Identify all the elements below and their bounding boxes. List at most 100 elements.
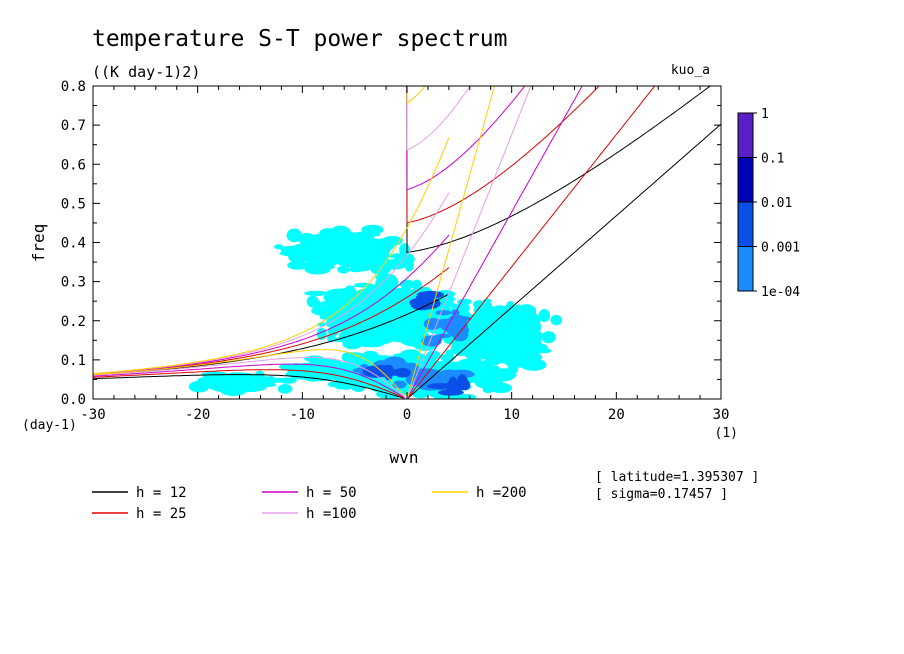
y-tick-label: 0.0 bbox=[61, 392, 86, 408]
colorbar-label: 0.01 bbox=[761, 196, 792, 211]
x-axis: -30 -20 -10 0 10 20 30 bbox=[80, 86, 729, 423]
x-axis-unit: (1) bbox=[715, 426, 738, 441]
spectrum-patch bbox=[277, 384, 293, 394]
spectrum-patch bbox=[341, 254, 353, 261]
equatorial-rossby-curve bbox=[93, 349, 405, 397]
spectrum-patch bbox=[496, 327, 512, 336]
spectrum-patch bbox=[528, 349, 540, 357]
inertia-gravity-curve bbox=[406, 86, 600, 224]
inertia-gravity-curve bbox=[406, 86, 471, 151]
x-tick-label: 30 bbox=[713, 407, 730, 423]
spectrum-patch bbox=[279, 250, 302, 257]
spectrum-patch bbox=[420, 295, 435, 308]
spectrum-patch bbox=[274, 244, 284, 250]
y-tick-label: 0.1 bbox=[61, 353, 86, 369]
equatorial-rossby-curve bbox=[93, 363, 405, 398]
inertia-gravity-curve bbox=[406, 86, 426, 104]
kelvin-wave-curve bbox=[406, 86, 532, 399]
spectrum-patch bbox=[519, 336, 533, 350]
spectrum-patch bbox=[337, 265, 350, 274]
spectrum-patch bbox=[311, 305, 337, 316]
spectrum-patch bbox=[532, 320, 542, 334]
spectrum-patch bbox=[399, 279, 415, 290]
colorbar: 1 0.1 0.01 0.001 1e-04 bbox=[737, 107, 800, 300]
y-axis-unit: (day-1) bbox=[22, 418, 77, 433]
spectrum-patch bbox=[457, 374, 468, 388]
x-tick-label: -30 bbox=[80, 407, 105, 423]
spectrum-patch bbox=[339, 287, 356, 293]
spectrum-patch bbox=[382, 309, 394, 324]
x-tick-label: 0 bbox=[403, 407, 411, 423]
colorbar-swatch bbox=[737, 157, 754, 203]
spectrum-patch bbox=[319, 300, 345, 307]
equatorial-rossby-curve bbox=[93, 369, 405, 399]
y-tick-label: 0.3 bbox=[61, 275, 86, 291]
mixed-rossby-gravity-curve bbox=[93, 137, 450, 374]
spectrum-patch bbox=[509, 330, 522, 340]
spectrum-patch bbox=[360, 296, 370, 307]
spectrum-patch bbox=[450, 385, 460, 390]
spectrum-patch bbox=[377, 300, 399, 312]
spectrum-patch bbox=[322, 250, 335, 258]
legend-label: h =100 bbox=[306, 506, 357, 522]
kelvin-wave-curve bbox=[406, 86, 496, 399]
spectrum-patch bbox=[473, 300, 485, 309]
plot-area bbox=[93, 86, 721, 399]
x-tick-label: -10 bbox=[290, 407, 315, 423]
spectrum-patch bbox=[305, 251, 315, 265]
run-label: kuo_a bbox=[671, 63, 710, 78]
x-tick-label: 10 bbox=[503, 407, 520, 423]
spectrum-patch bbox=[341, 363, 350, 374]
equatorial-rossby-curve bbox=[93, 357, 405, 398]
spectrum-patch bbox=[541, 331, 556, 344]
spectrum-patch bbox=[435, 310, 452, 316]
spectrum-patch bbox=[287, 260, 309, 270]
colorbar-swatch bbox=[737, 201, 754, 247]
spectrum-patch bbox=[466, 352, 484, 360]
kelvin-wave-curve bbox=[406, 86, 583, 399]
chart-subtitle: ((K day-1)2) bbox=[92, 63, 200, 81]
spectrum-patch bbox=[354, 310, 369, 318]
legend: h = 12 h = 25 h = 50 h =100 h =200 bbox=[92, 485, 527, 522]
legend-label: h = 25 bbox=[136, 506, 187, 522]
colorbar-label: 0.001 bbox=[761, 241, 800, 256]
spectrum-patch bbox=[387, 253, 408, 259]
spectrum-patch bbox=[445, 349, 454, 358]
spectrum-field bbox=[188, 224, 563, 399]
spectrum-patch bbox=[361, 224, 384, 235]
spectrum-patch bbox=[480, 313, 503, 326]
spectrum-patch bbox=[457, 298, 472, 305]
colorbar-label: 1 bbox=[761, 107, 769, 122]
colorbar-swatch bbox=[737, 246, 754, 292]
spectrum-patch bbox=[397, 299, 412, 310]
latitude-info: [ latitude=1.395307 ] bbox=[595, 470, 759, 485]
spectrum-patch bbox=[538, 309, 551, 322]
kelvin-wave-curve bbox=[406, 123, 721, 399]
x-axis-label: wvn bbox=[390, 448, 419, 467]
spectrum-patch bbox=[421, 335, 442, 347]
spectrum-patch bbox=[304, 290, 328, 296]
spectrum-patch bbox=[482, 301, 493, 312]
x-tick-label: -20 bbox=[185, 407, 210, 423]
spectrum-patch bbox=[280, 363, 302, 371]
spectrum-patch bbox=[353, 255, 363, 261]
spectrum-patch bbox=[520, 358, 547, 371]
spectrum-patch bbox=[492, 346, 514, 357]
x-tick-label: 20 bbox=[608, 407, 625, 423]
spectrum-patch bbox=[496, 320, 521, 327]
spectrum-patch bbox=[411, 279, 422, 291]
spectrum-patch bbox=[550, 314, 563, 326]
y-tick-label: 0.5 bbox=[61, 196, 86, 212]
spectrum-patch bbox=[518, 317, 535, 329]
spectrum-patch bbox=[489, 382, 513, 394]
spectrum-patch bbox=[375, 273, 397, 282]
spectrum-patch bbox=[379, 337, 392, 344]
y-tick-label: 0.8 bbox=[61, 79, 86, 95]
equatorial-rossby-curve bbox=[93, 374, 405, 399]
spectrum-patch bbox=[476, 340, 487, 351]
y-tick-label: 0.2 bbox=[61, 314, 86, 330]
colorbar-swatch bbox=[737, 112, 754, 158]
spectrum-patch bbox=[297, 233, 316, 245]
legend-label: h = 50 bbox=[306, 485, 357, 501]
